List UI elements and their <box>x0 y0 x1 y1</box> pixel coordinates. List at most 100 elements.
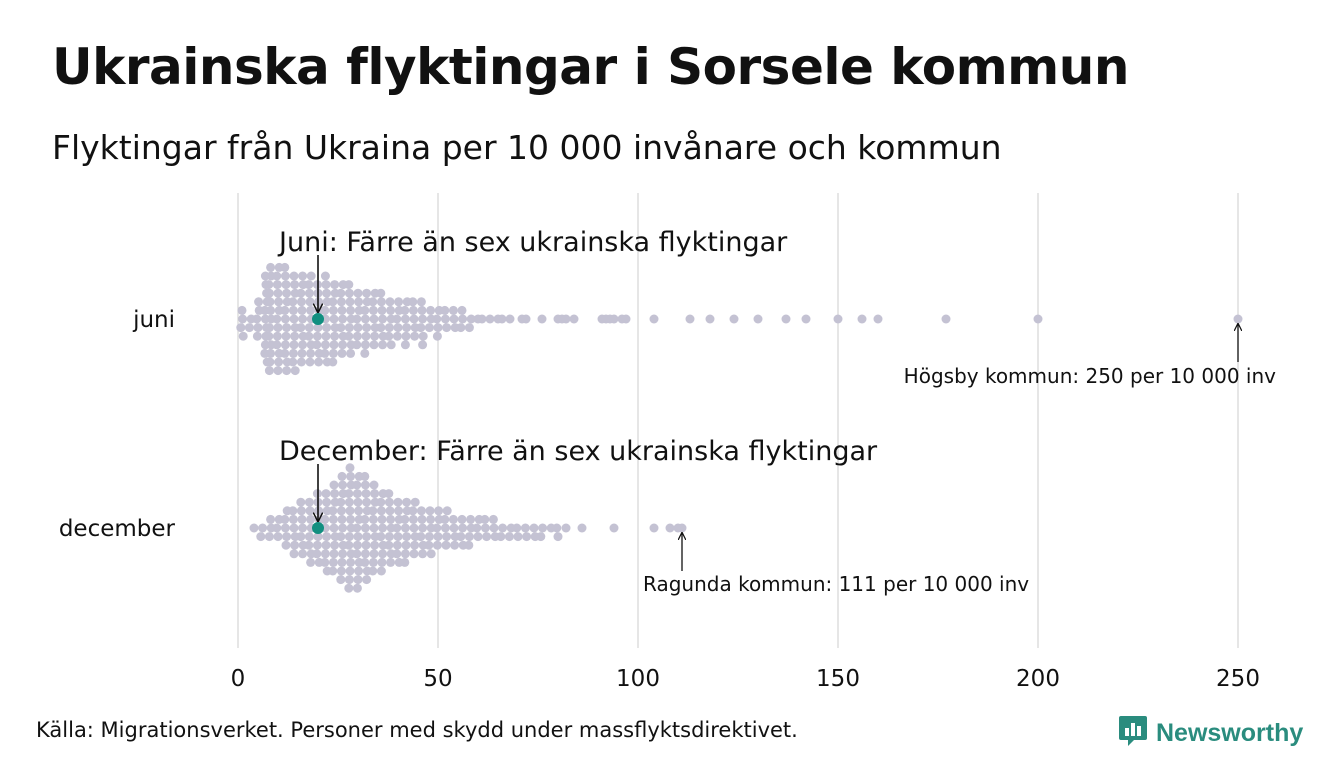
data-point <box>368 297 378 307</box>
data-point <box>281 280 291 290</box>
data-point <box>352 583 362 593</box>
data-point <box>244 323 254 333</box>
data-point <box>264 366 274 376</box>
data-point <box>288 506 298 516</box>
data-point <box>273 366 283 376</box>
data-point <box>394 297 404 307</box>
data-point <box>321 331 331 341</box>
data-point <box>344 489 354 499</box>
data-point <box>346 471 356 481</box>
data-point <box>289 549 299 559</box>
data-point <box>320 514 330 524</box>
data-point <box>288 305 298 315</box>
data-point <box>354 297 364 307</box>
data-point <box>312 340 322 350</box>
data-point <box>304 540 314 550</box>
data-point <box>456 323 466 333</box>
data-point <box>472 523 482 533</box>
data-point <box>417 305 427 315</box>
data-point <box>237 305 247 315</box>
data-point <box>298 340 308 350</box>
data-point <box>266 514 276 524</box>
data-point <box>322 532 332 542</box>
data-point <box>353 288 363 298</box>
row-label-december: december <box>59 516 176 542</box>
data-point <box>504 532 514 542</box>
data-point <box>409 523 419 533</box>
data-point <box>360 305 370 315</box>
data-point <box>369 480 379 490</box>
data-point <box>328 514 338 524</box>
data-point <box>384 331 394 341</box>
data-point <box>458 523 468 533</box>
data-point <box>577 523 587 533</box>
data-point <box>290 366 300 376</box>
data-point <box>434 506 444 516</box>
data-point <box>370 489 380 499</box>
data-point <box>322 323 332 333</box>
data-point <box>553 532 563 542</box>
data-point <box>280 314 290 324</box>
data-point <box>273 288 283 298</box>
data-point <box>253 323 263 333</box>
data-point <box>378 523 388 533</box>
data-point <box>392 331 402 341</box>
data-point <box>338 340 348 350</box>
data-point <box>322 497 332 507</box>
data-point <box>330 489 340 499</box>
data-point <box>801 314 811 324</box>
data-point <box>354 506 364 516</box>
data-point <box>337 471 347 481</box>
data-point <box>440 523 450 533</box>
data-point <box>297 348 307 358</box>
data-point <box>336 575 346 585</box>
data-point <box>416 532 426 542</box>
data-point <box>297 305 307 315</box>
data-point <box>418 523 428 533</box>
data-point <box>280 340 290 350</box>
data-point <box>393 323 403 333</box>
data-point <box>352 523 362 533</box>
highlight-annotation: December: Färre än sex ukrainska flyktin… <box>279 436 878 467</box>
data-point <box>473 532 483 542</box>
data-point <box>384 489 394 499</box>
data-point <box>442 323 452 333</box>
gridlines <box>237 193 1239 648</box>
data-point <box>305 357 315 367</box>
data-point <box>345 566 355 576</box>
data-point <box>312 540 322 550</box>
data-point <box>377 514 387 524</box>
data-point <box>330 331 340 341</box>
data-point <box>561 523 571 533</box>
data-point <box>705 314 715 324</box>
data-point <box>496 532 506 542</box>
data-point <box>376 532 386 542</box>
x-tick-label: 50 <box>423 666 452 692</box>
data-point <box>448 305 458 315</box>
data-point <box>312 549 322 559</box>
data-point <box>336 297 346 307</box>
data-point <box>297 514 307 524</box>
data-point <box>329 314 339 324</box>
data-point <box>410 497 420 507</box>
data-point <box>320 305 330 315</box>
data-point <box>480 514 490 524</box>
data-point <box>305 506 315 516</box>
highlight-annotation: Juni: Färre än sex ukrainska flyktingar <box>277 227 788 258</box>
data-point <box>362 532 372 542</box>
data-point <box>424 540 434 550</box>
newsworthy-logo[interactable]: Newsworthy <box>1118 714 1303 752</box>
chart-subtitle: Flyktingar från Ukraina per 10 000 invån… <box>52 128 1002 167</box>
data-point <box>321 540 331 550</box>
data-point <box>298 314 308 324</box>
data-point <box>426 305 436 315</box>
data-point <box>274 297 284 307</box>
highlight-point-sorsele <box>312 313 324 325</box>
data-point <box>321 489 331 499</box>
data-point <box>521 314 531 324</box>
data-point <box>273 532 283 542</box>
data-point <box>416 323 426 333</box>
beeswarm-chart: 0 50 100 150 200 250 juni december Juni: Färre… <box>59 193 1276 692</box>
data-point <box>488 514 498 524</box>
data-point <box>288 297 298 307</box>
